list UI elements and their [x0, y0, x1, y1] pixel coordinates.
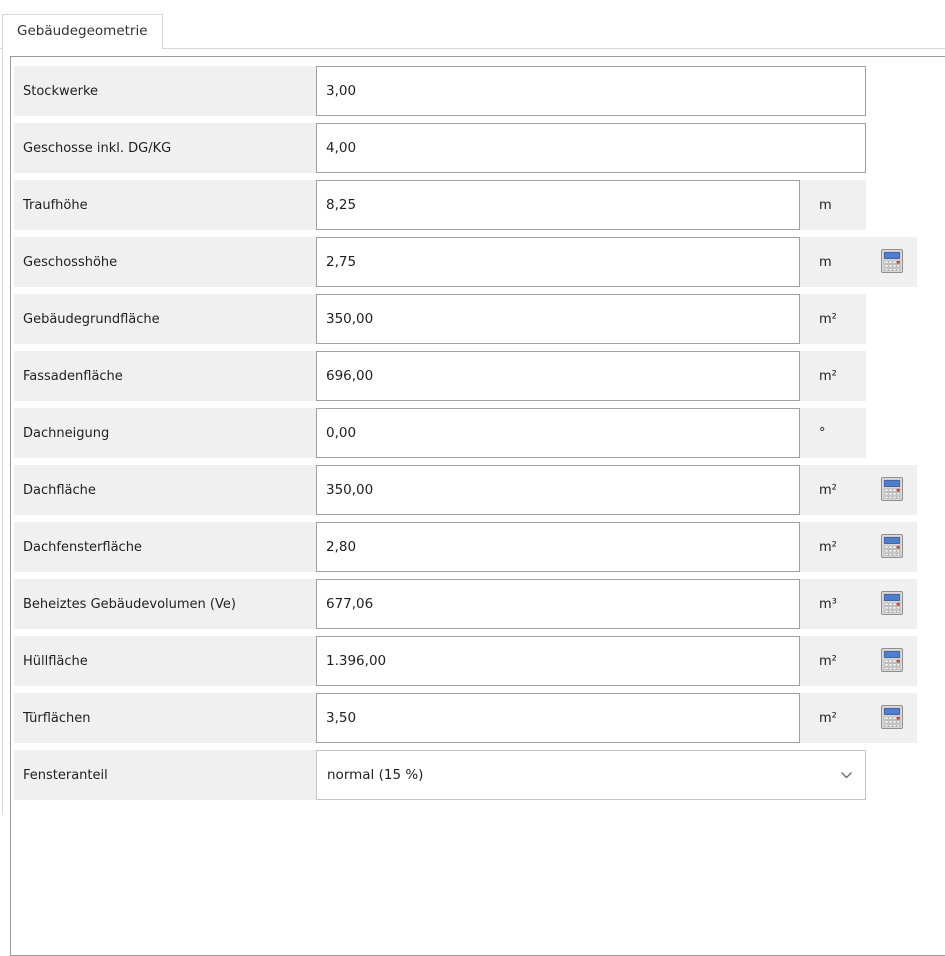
- tabstrip-divider: [0, 48, 945, 49]
- field-input[interactable]: [316, 522, 800, 572]
- tab-strip: Gebäudegeometrie: [0, 14, 945, 50]
- form-row: Stockwerke: [14, 66, 866, 116]
- form-rows: Stockwerke Geschosse inkl. DG/KG Traufhö…: [14, 66, 945, 800]
- field-input[interactable]: [316, 237, 800, 287]
- calculator-button[interactable]: [880, 533, 904, 561]
- field-input[interactable]: [316, 294, 800, 344]
- field-label: Fensteranteil: [23, 767, 108, 783]
- form-row: Dachneigung °: [14, 408, 866, 458]
- form-row: Traufhöhe m: [14, 180, 866, 230]
- calculator-icon: [880, 533, 903, 561]
- field-input[interactable]: [316, 351, 800, 401]
- field-input[interactable]: [316, 693, 800, 743]
- form-row: Türflächen m²: [14, 693, 917, 743]
- calculator-button[interactable]: [880, 476, 904, 504]
- calc-area: [866, 237, 917, 287]
- calculator-button[interactable]: [880, 704, 904, 732]
- unit-label: °: [819, 425, 826, 441]
- field-input[interactable]: [316, 579, 800, 629]
- unit-label: m²: [819, 311, 837, 327]
- unit-label: m²: [819, 368, 837, 384]
- field-label: Dachneigung: [23, 425, 110, 441]
- calc-area: [866, 522, 917, 572]
- field-input[interactable]: [316, 180, 800, 230]
- field-label: Geschosse inkl. DG/KG: [23, 140, 172, 156]
- calculator-button[interactable]: [880, 647, 904, 675]
- form-row: Beheiztes Gebäudevolumen (Ve) m³: [14, 579, 917, 629]
- calculator-button[interactable]: [880, 590, 904, 618]
- field-label: Dachfensterfläche: [23, 539, 142, 555]
- field-label: Fassadenfläche: [23, 368, 123, 384]
- unit-label: m: [819, 254, 832, 270]
- form-row: Dachfläche m²: [14, 465, 917, 515]
- form-row: Fensteranteil normal (15 %): [14, 750, 866, 800]
- unit-label: m²: [819, 482, 837, 498]
- unit-label: m²: [819, 710, 837, 726]
- field-input[interactable]: [316, 636, 800, 686]
- calculator-icon: [880, 704, 903, 732]
- field-label: Traufhöhe: [23, 197, 88, 213]
- field-input[interactable]: [316, 66, 866, 116]
- field-label: Hüllfläche: [23, 653, 88, 669]
- field-label: Beheiztes Gebäudevolumen (Ve): [23, 596, 236, 612]
- field-label: Gebäudegrundfläche: [23, 311, 160, 327]
- tab-label: Gebäudegeometrie: [17, 23, 148, 39]
- calc-area: [866, 465, 917, 515]
- field-label: Türflächen: [23, 710, 91, 726]
- form-row: Fassadenfläche m²: [14, 351, 866, 401]
- dropdown-value: normal (15 %): [327, 767, 424, 783]
- calculator-icon: [880, 476, 903, 504]
- unit-label: m²: [819, 539, 837, 555]
- calculator-button[interactable]: [880, 248, 904, 276]
- field-input[interactable]: [316, 465, 800, 515]
- tab-page-border: [2, 49, 3, 815]
- gebaeudegeometrie-panel: Stockwerke Geschosse inkl. DG/KG Traufhö…: [10, 56, 945, 956]
- field-label: Stockwerke: [23, 83, 99, 99]
- unit-label: m: [819, 197, 832, 213]
- calc-area: [866, 636, 917, 686]
- calculator-icon: [880, 248, 903, 276]
- field-input[interactable]: [316, 408, 800, 458]
- calc-area: [866, 693, 917, 743]
- field-label: Dachfläche: [23, 482, 96, 498]
- form-row: Gebäudegrundfläche m²: [14, 294, 866, 344]
- field-input[interactable]: [316, 123, 866, 173]
- calculator-icon: [880, 590, 903, 618]
- form-row: Geschosse inkl. DG/KG: [14, 123, 866, 173]
- tab-gebaeudegeometrie[interactable]: Gebäudegeometrie: [2, 14, 163, 48]
- form-row: Geschosshöhe m: [14, 237, 917, 287]
- form-row: Hüllfläche m²: [14, 636, 917, 686]
- chevron-down-icon: [840, 771, 853, 780]
- active-tab-base: [3, 47, 162, 50]
- unit-label: m²: [819, 653, 837, 669]
- unit-label: m³: [819, 596, 837, 612]
- calc-area: [866, 579, 917, 629]
- calculator-icon: [880, 647, 903, 675]
- field-label: Geschosshöhe: [23, 254, 118, 270]
- form-row: Dachfensterfläche m²: [14, 522, 917, 572]
- field-dropdown[interactable]: normal (15 %): [316, 750, 866, 800]
